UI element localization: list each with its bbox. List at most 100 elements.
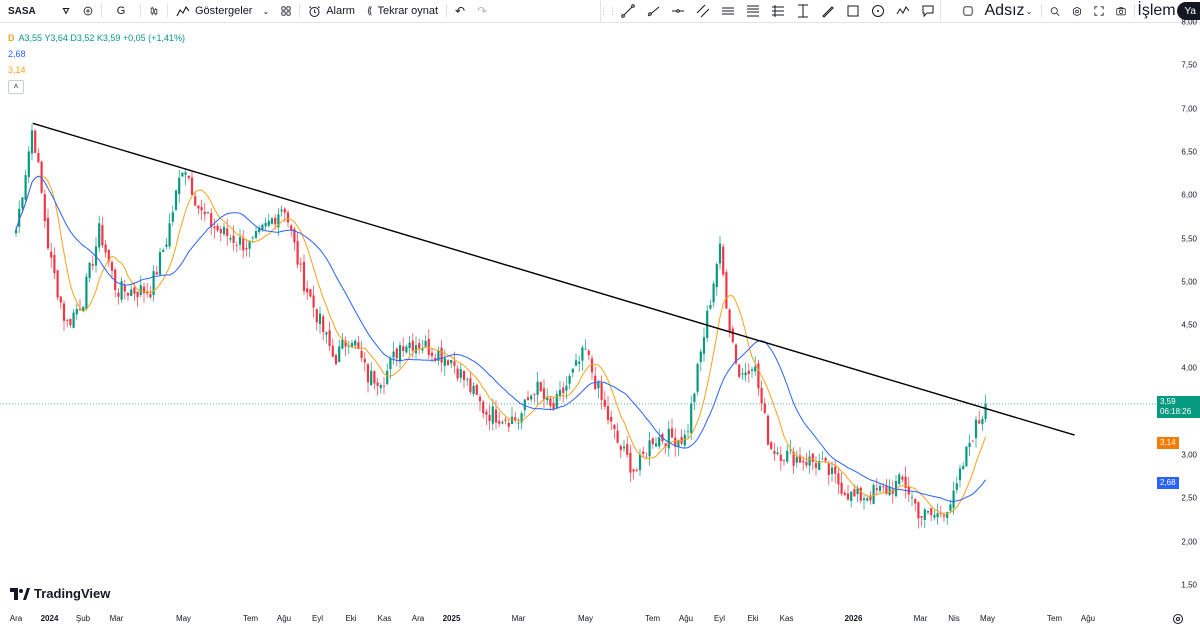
fib-retracement-icon[interactable]: [740, 0, 765, 22]
camera-icon[interactable]: [1110, 0, 1132, 22]
ray-icon[interactable]: [640, 0, 665, 22]
axis-settings-icon[interactable]: [1172, 612, 1184, 624]
candle-body: [558, 389, 562, 396]
time-tick-label: Nis: [948, 614, 960, 623]
settings-gear-icon[interactable]: [1066, 0, 1088, 22]
candle-body: [459, 369, 462, 378]
candle-body: [808, 456, 811, 466]
price-tick-label: 5,00: [1181, 277, 1197, 287]
candle-body: [53, 255, 56, 274]
candle-body: [862, 498, 866, 501]
alert-button[interactable]: Alarm: [302, 0, 361, 22]
candle-body: [677, 439, 680, 447]
candle-body: [405, 346, 408, 353]
time-axis[interactable]: Ara 2024 Şub Mar May Tem Ağu Eyl Eki Kas Ara 2025 Ma…: [0, 610, 1157, 630]
price-tick-label: 6,50: [1181, 147, 1197, 157]
candle-body: [949, 504, 952, 511]
ma2-price-tag: 3,14: [1157, 436, 1179, 449]
quick-search-icon[interactable]: [1044, 0, 1066, 22]
gann-box-icon[interactable]: [765, 0, 790, 22]
redo-icon[interactable]: ↷: [476, 4, 488, 18]
candle-body: [379, 385, 382, 389]
circle-icon[interactable]: [865, 0, 890, 22]
candle-body: [184, 172, 187, 175]
candle-body: [72, 312, 75, 328]
candle-body: [120, 281, 123, 300]
logo-text: TradingView: [34, 586, 111, 601]
candle-body: [709, 305, 712, 309]
candle-body: [133, 287, 136, 294]
flag-icon[interactable]: [55, 0, 77, 22]
candle-body: [546, 396, 549, 401]
fullscreen-icon[interactable]: [1088, 0, 1110, 22]
indicators-button[interactable]: Göstergeler ⌄: [170, 0, 275, 22]
candle-body: [702, 337, 706, 354]
callout-icon[interactable]: [915, 0, 940, 22]
candle-body: [670, 428, 674, 438]
candle-body: [965, 446, 968, 467]
candle-body: [50, 251, 53, 258]
replay-button[interactable]: ⟪ Tekrar oynat: [361, 0, 444, 22]
time-tick-label: May: [577, 614, 594, 623]
candle-body: [722, 246, 725, 275]
candle-body: [760, 388, 763, 404]
separator: [1133, 4, 1135, 18]
publish-button[interactable]: Ya: [1176, 2, 1200, 20]
candle-body: [126, 292, 130, 296]
price-axis[interactable]: 8,007,507,006,506,005,505,004,504,003,50…: [1157, 18, 1200, 610]
last-price-value: 3,59: [1160, 396, 1176, 406]
interval-button[interactable]: G: [104, 0, 138, 22]
candle-body: [690, 403, 693, 434]
add-symbol-icon[interactable]: [77, 0, 99, 22]
pitchfork-icon[interactable]: [715, 0, 740, 22]
candle-body: [920, 515, 923, 518]
candle-body: [443, 358, 446, 366]
candle-body: [600, 383, 603, 400]
candle-body: [27, 151, 30, 177]
candle-body: [696, 363, 699, 392]
candle-body: [581, 347, 584, 361]
candle-body: [158, 252, 162, 275]
path-icon[interactable]: [890, 0, 915, 22]
candle-body: [258, 227, 261, 233]
candle-body: [56, 270, 59, 298]
symbol-search[interactable]: SASA: [0, 0, 55, 22]
layouts-grid-icon[interactable]: [275, 0, 297, 22]
candle-body: [693, 393, 696, 402]
candle-body: [712, 283, 715, 303]
chart-legend: D A3,55 Y3,64 D3,52 K3,59 +0,05 (+1,41%)…: [8, 30, 185, 94]
candle-body: [91, 264, 94, 266]
candle-body: [933, 515, 936, 518]
rectangle-icon[interactable]: [840, 0, 865, 22]
trend-line-icon[interactable]: [615, 0, 640, 22]
candle-body: [619, 446, 622, 451]
date-range-icon[interactable]: [790, 0, 815, 22]
brush-icon[interactable]: [815, 0, 840, 22]
price-chart[interactable]: [0, 22, 1157, 610]
candles-icon[interactable]: [143, 0, 165, 22]
candle-body: [366, 364, 370, 383]
candle-body: [498, 420, 501, 424]
candle-body: [181, 172, 184, 177]
chevron-up-icon[interactable]: ˄: [8, 80, 24, 94]
price-tick-label: 6,00: [1181, 190, 1197, 200]
horizontal-ray-icon[interactable]: [665, 0, 690, 22]
layout-square-icon[interactable]: [957, 0, 979, 22]
candle-body: [110, 262, 114, 271]
undo-icon[interactable]: ↶: [454, 4, 466, 18]
candle-body: [414, 345, 418, 354]
candle-body: [59, 296, 62, 303]
candle-body: [958, 468, 962, 481]
candle-body: [658, 437, 661, 447]
candle-body: [632, 469, 635, 472]
trade-button[interactable]: İşlem: [1137, 0, 1177, 22]
parallel-channel-icon[interactable]: [690, 0, 715, 22]
candle-body: [830, 467, 834, 474]
candle-body: [338, 346, 341, 362]
candle-body: [981, 418, 984, 425]
drag-handle-icon[interactable]: ⋮⋮: [599, 5, 617, 16]
layout-name-button[interactable]: Adsız ⌄: [979, 0, 1039, 22]
candle-body: [302, 261, 306, 291]
candle-body: [427, 338, 430, 355]
candle-body: [152, 271, 155, 296]
